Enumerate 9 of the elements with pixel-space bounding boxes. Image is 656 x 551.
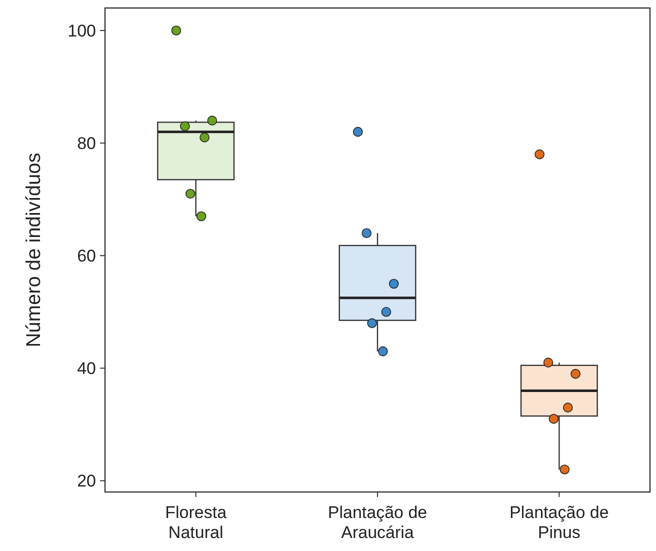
y-tick-label: 80 xyxy=(77,134,96,154)
x-tick-label: Plantação de Pinus xyxy=(510,503,609,542)
x-tick-label: Floresta Natural xyxy=(165,503,228,542)
y-axis-title: Número de indivíduos xyxy=(23,152,45,348)
y-tick-label: 60 xyxy=(77,246,96,266)
y-tick-label: 20 xyxy=(77,472,96,491)
y-tick-label: 40 xyxy=(77,359,96,378)
x-tick-label: Plantação de Araucária xyxy=(328,503,428,542)
y-tick-label: 100 xyxy=(68,21,96,40)
